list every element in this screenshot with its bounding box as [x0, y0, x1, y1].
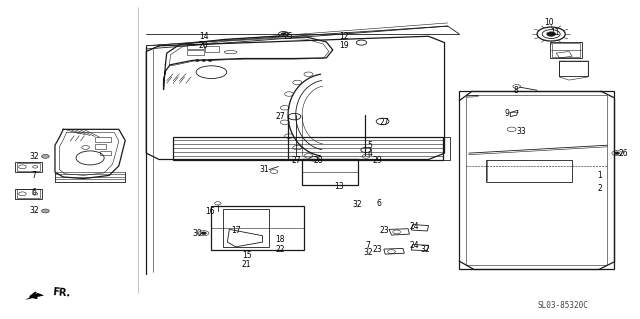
Text: 20: 20	[199, 41, 209, 50]
Text: 24: 24	[410, 241, 419, 250]
Text: 7: 7	[365, 241, 371, 250]
Circle shape	[208, 59, 212, 61]
Text: 16: 16	[205, 207, 215, 216]
Bar	[17, 163, 40, 171]
Circle shape	[281, 33, 286, 35]
Text: 8: 8	[513, 86, 518, 95]
Bar	[444, 137, 450, 160]
Text: 26: 26	[618, 149, 628, 158]
Text: 28: 28	[314, 156, 323, 165]
Text: 23: 23	[372, 245, 382, 254]
Text: 18: 18	[275, 235, 285, 244]
Text: 23: 23	[379, 226, 388, 234]
Text: 27: 27	[292, 156, 301, 165]
Bar	[173, 137, 444, 160]
Circle shape	[202, 59, 205, 61]
Text: 30: 30	[193, 229, 202, 238]
Text: 15: 15	[242, 251, 252, 260]
Text: 6: 6	[31, 188, 36, 197]
Bar	[17, 189, 40, 198]
Text: 21: 21	[242, 260, 252, 270]
Text: 29: 29	[372, 156, 382, 165]
Text: 22: 22	[275, 245, 285, 254]
Bar	[460, 91, 614, 269]
Polygon shape	[25, 293, 44, 300]
Text: SL03-85320C: SL03-85320C	[537, 301, 588, 310]
Text: 11: 11	[550, 28, 560, 37]
Text: 6: 6	[376, 199, 381, 208]
Bar	[95, 137, 111, 142]
Text: 2: 2	[597, 184, 602, 193]
Text: 27: 27	[276, 112, 285, 121]
Text: 14: 14	[199, 32, 209, 41]
Bar	[205, 46, 219, 51]
Bar	[15, 162, 42, 172]
Text: 4: 4	[367, 149, 372, 158]
Circle shape	[201, 232, 206, 234]
Text: 13: 13	[334, 182, 344, 191]
Text: 9: 9	[505, 109, 509, 118]
Circle shape	[42, 209, 49, 213]
Bar	[211, 205, 304, 250]
Text: 10: 10	[544, 19, 554, 27]
Bar	[223, 209, 269, 247]
Bar	[550, 42, 582, 58]
Text: FR.: FR.	[52, 287, 70, 299]
Text: 32: 32	[352, 200, 362, 209]
Text: 27: 27	[379, 117, 388, 127]
Bar	[15, 189, 42, 199]
Text: 33: 33	[516, 127, 526, 136]
Text: 24: 24	[410, 222, 419, 231]
Text: 1: 1	[597, 171, 602, 180]
Bar	[552, 43, 580, 57]
Bar	[486, 160, 572, 182]
Text: 32: 32	[29, 206, 38, 215]
Bar	[187, 50, 204, 55]
Bar	[302, 159, 358, 185]
Circle shape	[614, 152, 620, 154]
Bar	[559, 61, 588, 76]
Text: 25: 25	[284, 32, 293, 41]
Text: 32: 32	[363, 248, 372, 257]
Circle shape	[42, 154, 49, 158]
Bar	[187, 44, 204, 49]
Circle shape	[547, 32, 556, 36]
Text: 32: 32	[29, 152, 38, 161]
Text: 31: 31	[260, 165, 269, 174]
Text: 19: 19	[339, 41, 349, 50]
Text: 32: 32	[420, 245, 430, 254]
Text: 7: 7	[31, 171, 36, 180]
Bar	[100, 151, 111, 155]
Text: 17: 17	[231, 226, 241, 234]
Text: 5: 5	[367, 141, 372, 150]
Circle shape	[195, 59, 199, 61]
Bar	[466, 95, 607, 265]
Text: 12: 12	[339, 32, 349, 41]
Bar	[95, 144, 106, 149]
